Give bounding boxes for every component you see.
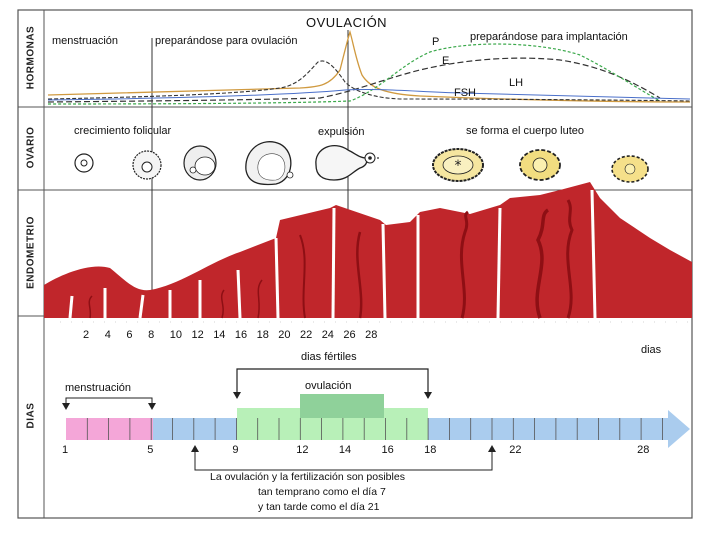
timeline-bar-pre (153, 418, 237, 440)
menstruation-days-bar (66, 418, 153, 440)
day-tick-label: 6 (126, 329, 133, 341)
day-tick-label: 12 (191, 329, 204, 341)
day-tick-label: 18 (256, 329, 269, 341)
follicular-growth-label: crecimiento folicular (74, 125, 172, 137)
endometrium-fill (44, 182, 692, 318)
corpus-luteum-2 (519, 149, 561, 181)
menstruation-bracket (65, 397, 153, 409)
fertile-bracket-arrow-left (233, 392, 241, 399)
follicle-1 (74, 153, 94, 173)
fertile-days-label: dias fértiles (301, 351, 357, 363)
svg-text:*: * (455, 158, 462, 174)
pre-implantation-label: preparándose para implantación (470, 31, 628, 43)
day-tick-label: 14 (213, 329, 226, 341)
estrogen-curve (47, 57, 661, 103)
menstruation-bracket-arrow-left (62, 403, 70, 410)
timeline-day-label: 22 (509, 444, 522, 456)
possibility-arrow-left (191, 445, 199, 452)
corpus-luteum-label: se forma el cuerpo luteo (466, 125, 585, 137)
fertile-bracket (236, 368, 429, 398)
day-tick-label: 28 (365, 329, 378, 341)
dias-axis-label: dias (641, 344, 662, 356)
timeline-day-label: 5 (147, 444, 154, 456)
timeline-day-label: 18 (424, 444, 437, 456)
possibility-arrow-right (488, 445, 496, 452)
spiral-artery (535, 208, 550, 319)
day-tick-label: 2 (83, 329, 90, 341)
ovulation-title: OVULACIÓN (306, 15, 388, 30)
vessel (220, 289, 225, 319)
lh-label: LH (509, 77, 524, 89)
ovulation-days-label: ovulación (305, 380, 352, 392)
section-label-ovario: OVARIO (25, 126, 37, 169)
gland-fold (590, 189, 597, 319)
expulsion-label: expulsión (318, 126, 365, 138)
follicle-3 (183, 145, 217, 181)
timeline-bar-post (428, 418, 668, 440)
section-label-hormonas: HORMONAS (25, 25, 37, 90)
progesterone-label: P (432, 36, 440, 48)
menstruation-label: menstruación (52, 35, 119, 47)
gland-fold (138, 294, 145, 319)
spiral-artery (356, 231, 363, 319)
gland-fold (68, 295, 74, 319)
day-tick-label: 22 (300, 329, 313, 341)
menstruation-bracket-arrow-right (148, 403, 156, 410)
day-tick-label: 10 (169, 329, 183, 341)
possibility-note-line2: tan temprano como el día 7 (258, 486, 386, 498)
timeline-arrow-head (668, 410, 690, 448)
timeline-bar-fertile (237, 418, 428, 440)
gland-fold (381, 223, 387, 319)
corpus-luteum-3 (611, 155, 649, 183)
estrogen-label: E (442, 55, 450, 67)
day-dividers (86, 418, 663, 440)
timeline-day-label: 16 (381, 444, 394, 456)
expulsion-follicle (315, 145, 379, 181)
progesterone-curve (47, 43, 661, 105)
timeline-day-label: 12 (296, 444, 309, 456)
possibility-note-line3: y tan tarde como el día 21 (258, 501, 380, 513)
vessel (88, 295, 93, 319)
spiral-artery (299, 234, 306, 319)
day-tick-label: 4 (104, 329, 111, 341)
timeline-day-label: 28 (637, 444, 650, 456)
possibility-bracket (194, 447, 493, 471)
fertile-bracket-arrow-right (424, 392, 432, 399)
vessel (257, 279, 263, 319)
day-tick-label: 20 (278, 329, 291, 341)
spiral-artery (459, 210, 469, 319)
gland-fold (236, 269, 242, 319)
corpus-luteum-1: * (432, 148, 484, 182)
fsh-label: FSH (454, 87, 476, 99)
section-label-endometrio: ENDOMETRIO (25, 216, 37, 289)
possibility-note-line1: La ovulación y la fertilización son posi… (210, 471, 405, 483)
section-label-dias: DIAS (25, 402, 37, 429)
timeline-day-label: 14 (338, 444, 352, 456)
gland-fold (496, 207, 502, 319)
day-tick-label: 8 (148, 329, 155, 341)
follicle-4 (245, 141, 294, 186)
endometrium-layer (44, 182, 692, 319)
gland-fold (274, 237, 280, 319)
timeline-day-label: 9 (232, 444, 239, 456)
timeline-day-label: 1 (62, 444, 69, 456)
lh-curve-blue (47, 88, 691, 101)
day-tick-label: 24 (321, 329, 334, 341)
day-tick-label: 26 (343, 329, 356, 341)
spiral-artery (566, 199, 574, 319)
follicle-2 (132, 150, 162, 180)
day-tick-label: 16 (234, 329, 248, 341)
fsh-curve (47, 60, 691, 102)
gland-fold (331, 207, 336, 319)
menstruation-days-label: menstruación (65, 382, 132, 394)
pre-ovulation-label: preparándose para ovulación (155, 35, 298, 47)
